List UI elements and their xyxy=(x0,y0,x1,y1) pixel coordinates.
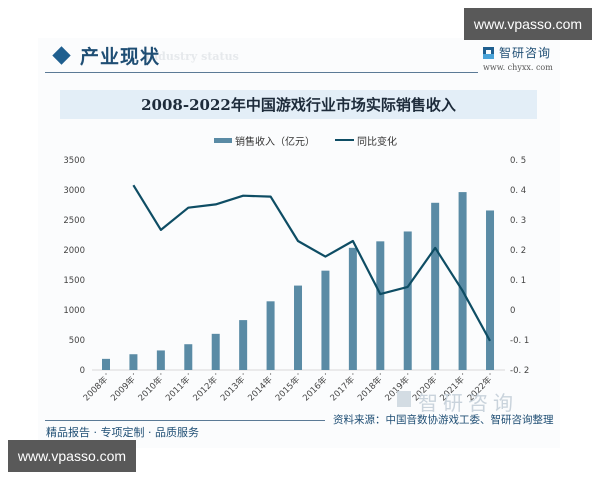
x-axis-label: 2009年 xyxy=(108,374,137,403)
revenue-bar xyxy=(431,202,440,370)
watermark-top: www.vpasso.com xyxy=(464,8,592,40)
left-axis-tick: 500 xyxy=(69,336,85,346)
x-axis-label: 2018年 xyxy=(355,374,384,403)
chart-legend: 销售收入（亿元） 同比变化 xyxy=(214,133,417,148)
left-axis-tick: 3000 xyxy=(63,186,85,196)
left-axis-tick: 0 xyxy=(80,366,85,376)
left-axis-tick: 2500 xyxy=(63,216,85,226)
revenue-bar xyxy=(239,320,248,370)
revenue-bar xyxy=(321,270,330,370)
right-axis-tick: 0. 2 xyxy=(510,246,526,256)
revenue-bar xyxy=(129,354,138,370)
revenue-bar xyxy=(294,285,303,370)
revenue-bar xyxy=(184,344,193,370)
chart-title: 2008-2022年中国游戏行业市场实际销售收入 xyxy=(141,96,456,114)
x-axis-label: 2011年 xyxy=(163,374,192,403)
left-axis-tick: 1500 xyxy=(63,276,85,286)
revenue-bar xyxy=(348,247,357,370)
revenue-bar xyxy=(102,358,110,370)
left-axis-tick: 2000 xyxy=(63,246,85,256)
x-axis-label: 2012年 xyxy=(191,374,220,403)
logo-name: 智研咨询 xyxy=(499,46,552,60)
section-ghost-text: Industry status xyxy=(145,50,239,63)
section-title: 产业现状 xyxy=(80,46,161,68)
x-axis-label: 2008年 xyxy=(81,374,110,403)
yoy-line xyxy=(132,184,491,342)
right-axis-tick: 0. 3 xyxy=(510,216,526,226)
data-source: 资料来源：中国音数协游戏工委、智研咨询整理 xyxy=(333,414,554,426)
revenue-bar xyxy=(403,231,412,370)
header-divider xyxy=(45,72,478,73)
left-axis-tick: 1000 xyxy=(63,306,85,316)
footer-divider xyxy=(45,420,325,421)
logo-mark-icon xyxy=(483,47,494,59)
legend-label-revenue: 销售收入（亿元） xyxy=(235,136,315,148)
logo-url: www. chyxx. com xyxy=(483,63,553,72)
footer-logo-mark-icon xyxy=(397,391,411,407)
brand-logo: 智研咨询 www. chyxx. com xyxy=(483,44,563,76)
right-axis-tick: -0. 1 xyxy=(510,336,529,346)
x-axis-label: 2015年 xyxy=(273,374,302,403)
x-axis-label: 2017年 xyxy=(328,374,357,403)
right-axis-tick: 0. 1 xyxy=(510,276,526,286)
revenue-bar xyxy=(266,301,275,370)
revenue-bar xyxy=(376,241,385,370)
revenue-bar xyxy=(211,333,220,370)
legend-item-yoy: 同比变化 xyxy=(335,133,397,148)
right-axis-tick: 0 xyxy=(510,306,515,316)
chart-title-band: 2008-2022年中国游戏行业市场实际销售收入 xyxy=(60,90,537,119)
x-axis-label: 2016年 xyxy=(300,374,329,403)
x-axis-label: 2010年 xyxy=(136,374,165,403)
revenue-bar xyxy=(486,210,495,370)
watermark-bottom: www.vpasso.com xyxy=(8,440,136,472)
legend-label-yoy: 同比变化 xyxy=(357,136,397,148)
footer-ghost-logo: 智研咨询 xyxy=(418,391,518,415)
x-axis-label: 2013年 xyxy=(218,374,247,403)
revenue-bar xyxy=(458,192,467,370)
line-swatch-icon xyxy=(335,139,354,141)
revenue-bar xyxy=(156,350,165,370)
right-axis-tick: 0. 5 xyxy=(510,156,526,166)
section-header: Industry status 产业现状 xyxy=(45,42,485,74)
right-axis-tick: 0. 4 xyxy=(510,186,526,196)
legend-item-revenue: 销售收入（亿元） xyxy=(214,133,315,148)
bar-swatch-icon xyxy=(214,137,232,143)
footer-slogan: 精品报告 · 专项定制 · 品质服务 xyxy=(46,426,199,439)
x-axis-label: 2014年 xyxy=(246,374,275,403)
right-axis-tick: -0. 2 xyxy=(510,366,529,376)
left-axis-tick: 3500 xyxy=(63,156,85,166)
